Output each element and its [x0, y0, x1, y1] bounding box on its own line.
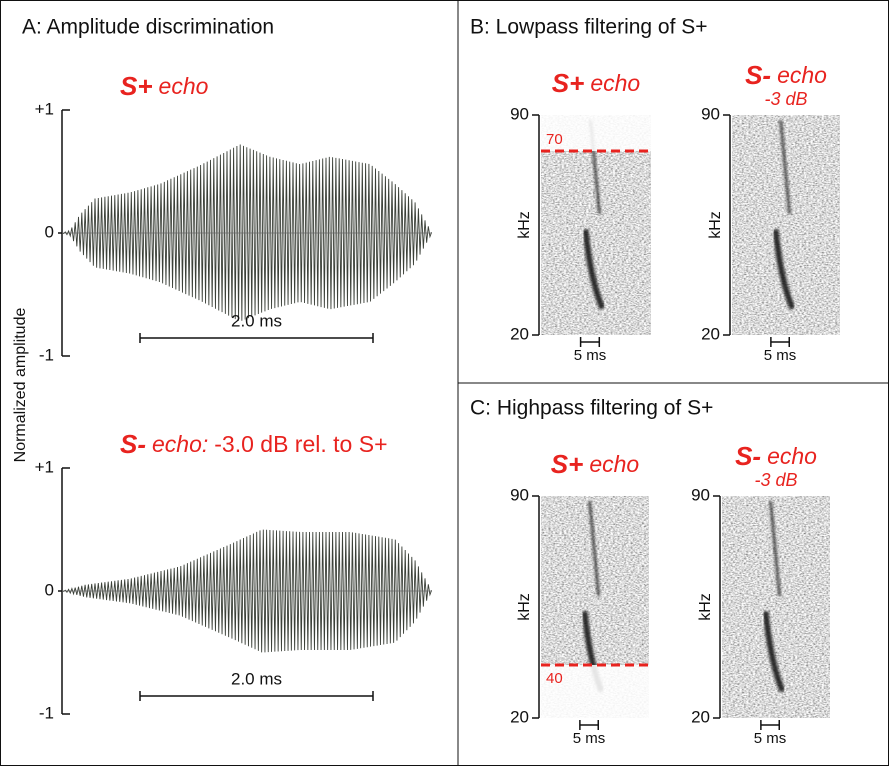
cutoff-label: 70: [546, 131, 563, 148]
spectrogram: [722, 496, 830, 718]
spectrogram: [732, 115, 840, 335]
note: -3.0 dB rel. to S+: [214, 431, 387, 457]
spectrogram-streaks: [772, 119, 796, 310]
stimulus: S-: [120, 429, 146, 459]
y-tick-label: -1: [39, 345, 54, 364]
y-tick-label: +1: [35, 457, 54, 476]
scale-bar-label: 5 ms: [574, 347, 607, 364]
echo: echo: [767, 443, 817, 469]
streak: [772, 229, 796, 310]
panel-title: B: Lowpass filtering of S+: [470, 16, 708, 39]
y-tick-label: 90: [701, 104, 720, 123]
streak: [582, 229, 606, 310]
scale-bar-label: 5 ms: [573, 730, 606, 747]
attenuation: -3 dB: [764, 89, 807, 109]
panel-title: C: Highpass filtering of S+: [470, 397, 713, 420]
filtered: [541, 115, 651, 151]
y-tick-label: +1: [35, 99, 54, 118]
wave-label: S+ echo: [120, 71, 209, 101]
stimulus: S+: [551, 449, 584, 479]
stimulus: S-: [745, 60, 771, 90]
streak: [769, 500, 782, 597]
y-tick-label: 20: [701, 324, 720, 343]
scale-bar-label: 5 ms: [764, 347, 797, 364]
y-tick-label: 20: [510, 707, 529, 726]
y-axis-label: kHz: [516, 593, 533, 621]
waveform: [61, 144, 433, 321]
echo: echo: [589, 451, 639, 477]
echo: echo: [777, 62, 827, 88]
cutoff-label: 40: [546, 670, 563, 687]
waveform: [61, 529, 433, 653]
scale-bar-label: 2.0 ms: [231, 669, 282, 688]
echo: echo: [159, 73, 209, 99]
y-tick-label: 90: [510, 104, 529, 123]
y-axis-label: Normalized amplitude: [12, 308, 29, 463]
spectrogram-streaks: [762, 500, 786, 693]
streak: [779, 119, 792, 215]
y-tick-label: 0: [45, 580, 54, 599]
attenuation: -3 dB: [754, 470, 797, 490]
spec-label: S+ echo: [551, 449, 640, 479]
y-tick-label: 20: [510, 324, 529, 343]
y-axis-label: kHz: [707, 211, 724, 239]
echo: echo: [590, 70, 640, 96]
spec-label: S+ echo: [552, 68, 641, 98]
y-tick-label: -1: [39, 703, 54, 722]
spec-label: S-echo: [745, 60, 827, 90]
streak: [762, 611, 786, 693]
y-axis-label: kHz: [697, 593, 714, 621]
stimulus: S+: [120, 71, 153, 101]
echo: echo:: [152, 431, 208, 457]
filtered: [541, 665, 649, 718]
stimulus: S-: [735, 441, 761, 471]
scale-bar-label: 2.0 ms: [231, 311, 282, 330]
y-tick-label: 90: [510, 485, 529, 504]
y-tick-label: 0: [45, 222, 54, 241]
stimulus: S+: [552, 68, 585, 98]
scale-bar-label: 5 ms: [754, 730, 787, 747]
spec-label: S-echo: [735, 441, 817, 471]
streak: [588, 500, 601, 597]
wave-label: S-echo: -3.0 dB rel. to S+: [120, 429, 388, 459]
y-tick-label: 20: [691, 707, 710, 726]
panel-title: A: Amplitude discrimination: [22, 16, 274, 39]
y-axis-label: kHz: [516, 211, 533, 239]
y-tick-label: 90: [691, 485, 710, 504]
